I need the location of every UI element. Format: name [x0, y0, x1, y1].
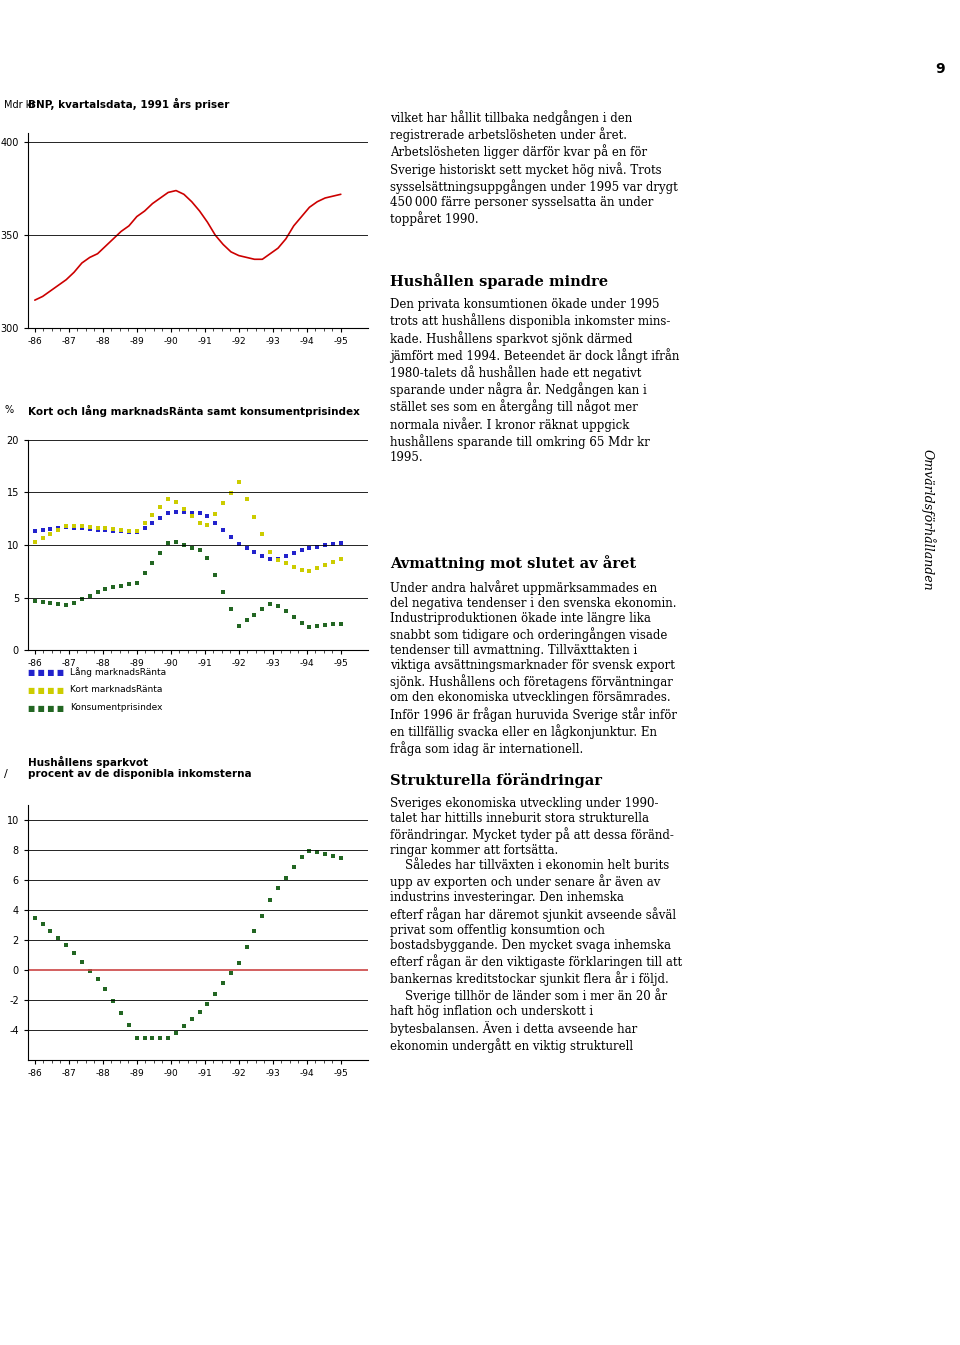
Text: Omvärldsförhållanden: Omvärldsförhållanden [921, 449, 935, 590]
Text: /: / [4, 769, 8, 780]
Text: Lång marknadsRänta: Lång marknadsRänta [70, 667, 166, 677]
Text: Kort marknadsRänta: Kort marknadsRänta [70, 686, 162, 694]
Text: %: % [4, 405, 13, 414]
Text: ■ ■ ■ ■: ■ ■ ■ ■ [28, 667, 64, 677]
Text: Strukturella förändringar: Strukturella förändringar [390, 773, 602, 788]
Text: Hushållen sparade mindre: Hushållen sparade mindre [390, 273, 608, 289]
Text: Den privata konsumtionen ökade under 1995
trots att hushållens disponibla inkoms: Den privata konsumtionen ökade under 199… [390, 299, 680, 464]
Text: Mdr kr: Mdr kr [4, 100, 36, 109]
Text: Sveriges ekonomiska utveckling under 1990-
talet har hittills inneburit stora st: Sveriges ekonomiska utveckling under 199… [390, 798, 683, 1053]
Text: vilket har hållit tillbaka nedgången i den
registrerade arbetslösheten under åre: vilket har hållit tillbaka nedgången i d… [390, 110, 678, 226]
Text: Kort och lång marknadsRänta samt konsumentprisindex: Kort och lång marknadsRänta samt konsume… [28, 405, 360, 417]
Text: Hushållens sparkvot
procent av de disponibla inkomsterna: Hushållens sparkvot procent av de dispon… [28, 756, 252, 779]
Text: ■ ■ ■ ■: ■ ■ ■ ■ [28, 686, 64, 694]
Text: BNP, kvartalsdata, 1991 års priser: BNP, kvartalsdata, 1991 års priser [28, 98, 229, 110]
Text: Avmattning mot slutet av året: Avmattning mot slutet av året [390, 555, 636, 570]
Text: Under andra halvåret uppmärksammades en
del negativa tendenser i den svenska eko: Under andra halvåret uppmärksammades en … [390, 580, 677, 756]
Text: 9: 9 [935, 62, 945, 77]
Text: ■ ■ ■ ■: ■ ■ ■ ■ [28, 703, 64, 713]
Text: Konsumentprisindex: Konsumentprisindex [70, 703, 162, 713]
